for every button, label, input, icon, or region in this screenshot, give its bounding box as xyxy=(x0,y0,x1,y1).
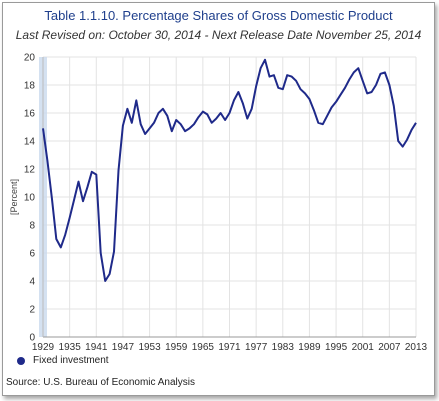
x-tick-label: 1965 xyxy=(192,342,215,353)
x-tick-label: 1977 xyxy=(245,342,268,353)
y-tick-label: 12 xyxy=(24,165,36,176)
legend[interactable]: Fixed investment xyxy=(17,355,109,366)
x-tick-labels: 1929 1935 1941 1947 1953 1959 1965 1971 1977 1983… xyxy=(32,342,428,353)
y-tick-label: 0 xyxy=(29,333,35,344)
y-tick-label: 14 xyxy=(24,137,36,148)
x-tick-label: 1935 xyxy=(59,342,82,353)
axes xyxy=(42,57,416,338)
y-tick-labels: 0 2 4 6 8 10 12 14 16 18 20 xyxy=(24,53,36,344)
x-tick-label: 2013 xyxy=(405,342,428,353)
y-tick-label: 6 xyxy=(29,249,35,260)
y-axis-label: [Percent] xyxy=(9,179,19,215)
x-tick-label: 1995 xyxy=(325,342,348,353)
y-tick-label: 20 xyxy=(24,53,36,64)
chart-card: Table 1.1.10. Percentage Shares of Gross… xyxy=(2,2,435,396)
x-tick-label: 1941 xyxy=(85,342,108,353)
x-tick-label: 1929 xyxy=(32,342,55,353)
x-tick-label: 1959 xyxy=(165,342,188,353)
chart-title: Table 1.1.10. Percentage Shares of Gross… xyxy=(44,8,393,23)
series-line-fixed-investment xyxy=(42,58,417,282)
x-tick-label: 1971 xyxy=(218,342,241,353)
x-tick-label: 1989 xyxy=(298,342,321,353)
y-tick-label: 8 xyxy=(29,221,35,232)
y-tick-label: 4 xyxy=(29,277,35,288)
chart-subtitle: Last Revised on: October 30, 2014 - Next… xyxy=(15,28,422,42)
x-tick-label: 2001 xyxy=(352,342,375,353)
x-tick-label: 2007 xyxy=(378,342,401,353)
legend-label-fixed-investment: Fixed investment xyxy=(33,355,109,366)
series-fixed-investment xyxy=(42,58,417,282)
y-tick-label: 18 xyxy=(24,81,36,92)
x-tick-label: 1947 xyxy=(112,342,135,353)
x-tick-label: 1983 xyxy=(272,342,295,353)
x-tick-label: 1953 xyxy=(138,342,161,353)
y-tick-label: 2 xyxy=(29,305,35,316)
y-tick-label: 16 xyxy=(24,109,36,120)
y-tick-label: 10 xyxy=(24,193,36,204)
source-note: Source: U.S. Bureau of Economic Analysis xyxy=(6,377,195,388)
grid-lines xyxy=(42,56,417,338)
legend-marker-fixed-investment xyxy=(17,356,25,365)
